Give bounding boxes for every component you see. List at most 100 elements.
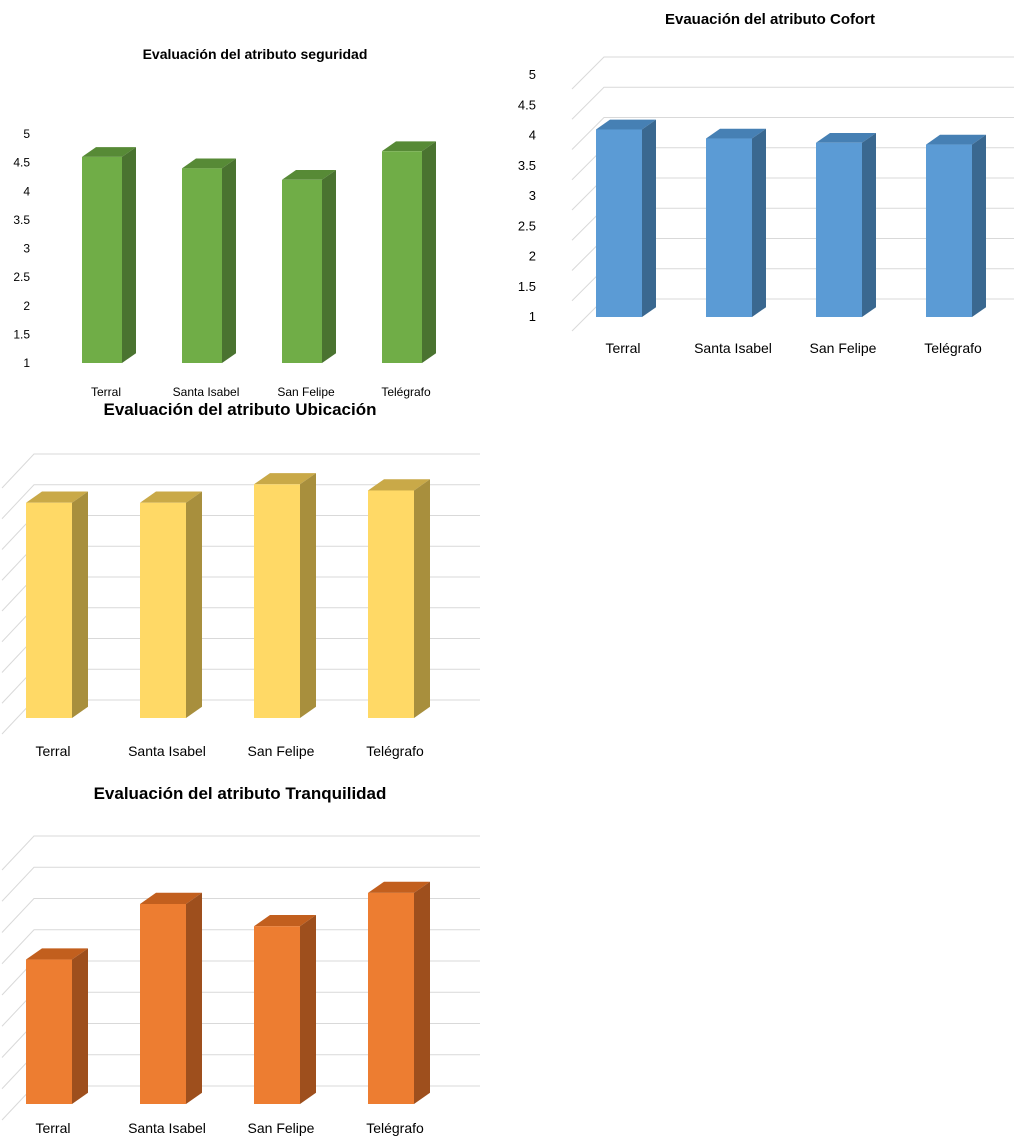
bar-front bbox=[140, 502, 186, 718]
x-tick-label: San Felipe bbox=[248, 1120, 315, 1136]
bar-front bbox=[816, 142, 862, 317]
x-tick-label: Terral bbox=[35, 1120, 70, 1136]
gridline bbox=[1, 835, 480, 871]
bar-side bbox=[300, 915, 316, 1104]
x-tick-label: San Felipe bbox=[810, 340, 877, 356]
y-tick-label: 1 bbox=[23, 356, 30, 370]
bar-top bbox=[182, 158, 236, 169]
y-tick-label: 5 bbox=[529, 67, 536, 82]
bar-side bbox=[414, 479, 430, 718]
bar bbox=[26, 491, 88, 718]
bar-top bbox=[82, 147, 136, 157]
bar-side bbox=[422, 141, 436, 363]
bar-front bbox=[926, 144, 972, 317]
y-tick-label: 4.5 bbox=[13, 156, 30, 170]
y-tick-label: 2 bbox=[23, 299, 30, 313]
chart-title: Evaluación del atributo Ubicación bbox=[103, 400, 377, 419]
chart-title: Evaluación del atributo seguridad bbox=[142, 46, 368, 62]
y-tick-label: 3.5 bbox=[13, 213, 30, 227]
chart-plot: 1 1.5 2 2.5 3 3.5 4 4.5 5 Terral Santa Isabel San F… bbox=[13, 127, 436, 399]
gridline bbox=[571, 86, 1014, 120]
y-tick-label: 3.5 bbox=[518, 158, 536, 173]
bar bbox=[182, 158, 236, 363]
bar-front bbox=[382, 151, 422, 363]
bar-side bbox=[752, 128, 766, 317]
chart-tranquilidad: Evaluación del atributo Tranquilidad Ter… bbox=[0, 780, 510, 1136]
bar-side bbox=[72, 491, 88, 718]
gridline bbox=[1, 898, 480, 933]
x-tick-label: Santa Isabel bbox=[128, 743, 206, 759]
bar-top bbox=[26, 491, 88, 503]
bar-top bbox=[382, 141, 436, 152]
bar-front bbox=[596, 129, 642, 317]
y-tick-label: 2.5 bbox=[518, 218, 536, 233]
bar bbox=[706, 128, 766, 317]
y-tick-label: 3 bbox=[23, 242, 30, 256]
y-tick-label: 5 bbox=[23, 127, 30, 141]
x-tick-label: Santa Isabel bbox=[128, 1120, 206, 1136]
bar-side bbox=[300, 473, 316, 718]
bar bbox=[254, 473, 316, 718]
y-tick-label: 1.5 bbox=[13, 327, 30, 341]
x-tick-label: Telégrafo bbox=[381, 385, 431, 399]
bar-side bbox=[322, 170, 336, 363]
bar-top bbox=[254, 915, 316, 927]
bar-top bbox=[368, 479, 430, 491]
x-tick-label: San Felipe bbox=[248, 743, 315, 759]
bar-top bbox=[706, 128, 766, 139]
bar bbox=[140, 892, 202, 1104]
x-tick-label: Telégrafo bbox=[366, 743, 424, 759]
gridline bbox=[571, 56, 1014, 90]
bar-front bbox=[26, 959, 72, 1104]
bar-front bbox=[282, 179, 322, 363]
bar bbox=[26, 948, 88, 1104]
x-tick-label: Terral bbox=[91, 385, 121, 399]
y-tick-label: 1 bbox=[529, 309, 536, 324]
bar-side bbox=[642, 119, 656, 318]
bar-top bbox=[26, 948, 88, 960]
chart-ubicacion: Evaluación del atributo Ubicación Terral… bbox=[0, 396, 510, 766]
bar-side bbox=[972, 134, 986, 317]
bar-front bbox=[368, 892, 414, 1104]
y-tick-label: 2.5 bbox=[13, 270, 30, 284]
bar-top bbox=[140, 491, 202, 503]
x-tick-label: Santa Isabel bbox=[694, 340, 772, 356]
chart-title: Evauación del atributo Cofort bbox=[664, 11, 875, 28]
bar bbox=[282, 170, 336, 363]
bar-front bbox=[26, 502, 72, 718]
bar-side bbox=[414, 881, 430, 1104]
chart-seguridad: Evaluación del atributo seguridad 1 1.5 2 2… bbox=[0, 40, 480, 399]
x-tick-label: Telégrafo bbox=[924, 340, 982, 356]
bar-front bbox=[706, 138, 752, 317]
gridline bbox=[1, 929, 480, 965]
y-tick-label: 4 bbox=[23, 184, 30, 198]
bar-top bbox=[926, 134, 986, 145]
y-tick-label: 3 bbox=[529, 188, 536, 203]
y-tick-label: 1.5 bbox=[518, 279, 536, 294]
bar-side bbox=[862, 132, 876, 317]
bar bbox=[926, 134, 986, 317]
bar bbox=[82, 147, 136, 363]
bar-side bbox=[222, 158, 236, 363]
bar-front bbox=[254, 926, 300, 1104]
gridline bbox=[1, 453, 480, 489]
bar bbox=[596, 119, 656, 318]
bar-side bbox=[186, 892, 202, 1104]
bar-side bbox=[72, 948, 88, 1104]
chart-plot: 1 1.5 2 2.5 3 3.5 4 4.5 5 Terral Santa Isabel San F… bbox=[518, 56, 1014, 356]
chart-cofort: Evauación del atributo Cofort 1 1.5 2 2.5 3 3… bbox=[510, 8, 1014, 370]
bar-side bbox=[122, 147, 136, 363]
bar-front bbox=[140, 904, 186, 1104]
bar bbox=[382, 141, 436, 363]
y-tick-label: 2 bbox=[529, 249, 536, 264]
chart-plot: Terral Santa Isabel San Felipe Telégrafo bbox=[1, 835, 480, 1136]
x-tick-label: Terral bbox=[35, 743, 70, 759]
bar-top bbox=[254, 473, 316, 485]
bar-front bbox=[254, 484, 300, 718]
chart-plot: Terral Santa Isabel San Felipe Telégrafo bbox=[1, 453, 480, 759]
y-tick-label: 4 bbox=[529, 128, 536, 143]
gridline bbox=[571, 117, 1014, 150]
bar-top bbox=[282, 170, 336, 180]
bar-top bbox=[596, 119, 656, 130]
bar-front bbox=[82, 156, 122, 363]
